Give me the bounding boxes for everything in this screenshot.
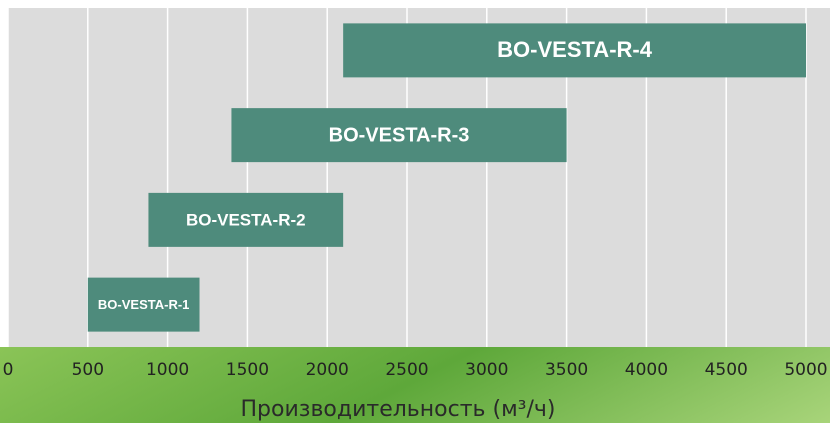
x-tick-label: 500 [72, 360, 104, 380]
x-tick-label: 2500 [385, 360, 428, 380]
x-tick-label: 1500 [226, 360, 269, 380]
x-axis-title: Производительность (м³/ч) [241, 397, 556, 422]
x-tick-label: 2000 [306, 360, 349, 380]
x-tick-label: 1000 [146, 360, 189, 380]
chart: Производительность (м³/ч) 0 500 1000 1500 20… [0, 0, 830, 423]
bar-label: BO-VESTA-R-1 [98, 297, 189, 312]
x-tick-label: 4000 [625, 360, 668, 380]
bar-label: BO-VESTA-R-3 [329, 124, 470, 146]
bar-label: BO-VESTA-R-2 [186, 210, 306, 229]
x-tick-label: 3500 [545, 360, 588, 380]
x-tick-label: 0 [3, 360, 14, 380]
x-tick-label: 3000 [465, 360, 508, 380]
x-tick-label: 4500 [705, 360, 748, 380]
bar-label: BO-VESTA-R-4 [497, 37, 653, 62]
x-tick-label: 5000 [784, 360, 827, 380]
